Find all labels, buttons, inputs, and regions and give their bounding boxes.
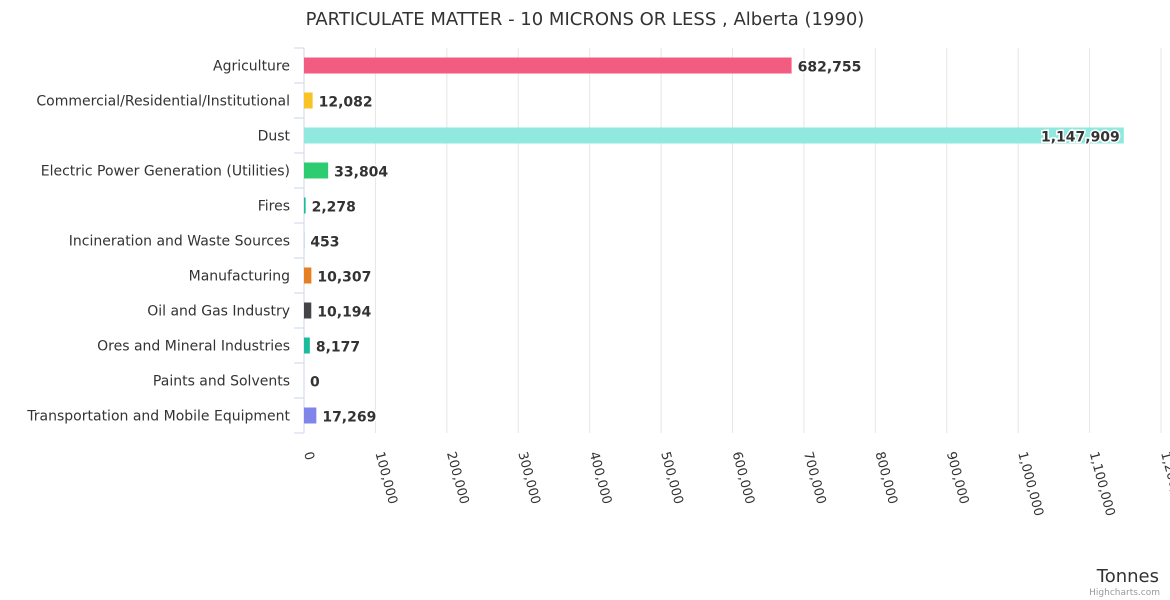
data-label: 17,269 [322,410,376,426]
x-tick-label: 300,000 [514,450,542,506]
x-tick-label: 500,000 [657,450,685,506]
x-tick-label: 600,000 [729,450,757,506]
data-label: 2,278 [312,200,356,216]
x-axis-title: Tonnes [1096,566,1159,587]
bar [304,407,317,424]
bar [304,267,312,284]
bar [304,337,310,354]
bar [304,127,1124,144]
x-tick-label: 900,000 [943,450,971,506]
category-label: Electric Power Generation (Utilities) [41,164,290,180]
x-tick-label: 1,100,000 [1086,450,1118,518]
category-label: Paints and Solvents [153,374,290,390]
data-label: 0 [310,375,320,391]
bar [304,197,306,214]
chart-title: PARTICULATE MATTER - 10 MICRONS OR LESS … [306,9,865,30]
category-label: Ores and Mineral Industries [97,339,290,355]
category-label: Dust [258,129,291,145]
data-label: 8,177 [316,340,360,356]
x-tick-label: 200,000 [443,450,471,506]
x-tick-label: 1,200,000 [1157,450,1170,518]
x-tick-label: 800,000 [871,450,899,506]
data-label: 1,147,909 [1041,130,1120,146]
category-label: Incineration and Waste Sources [69,234,290,250]
category-label: Agriculture [213,59,290,75]
data-label: 10,307 [317,270,371,286]
data-label: 10,194 [317,305,371,321]
x-tick-label: 100,000 [372,450,400,506]
category-label: Oil and Gas Industry [147,304,290,320]
data-label: 682,755 [798,60,862,76]
data-label: 12,082 [319,95,373,111]
data-label: 33,804 [334,165,388,181]
category-label: Manufacturing [189,269,290,285]
bar [304,57,792,74]
data-label: 453 [310,235,339,251]
bar [304,92,313,109]
bar [304,302,312,319]
category-label: Transportation and Mobile Equipment [26,409,290,425]
x-tick-label: 1,000,000 [1014,450,1046,518]
x-tick-label: 0 [300,450,317,462]
credit[interactable]: Highcharts.com [1089,588,1160,598]
category-label: Fires [258,199,290,215]
category-label: Commercial/Residential/Institutional [36,94,290,110]
bar [304,162,329,179]
x-tick-label: 700,000 [800,450,828,506]
x-tick-label: 400,000 [586,450,614,506]
